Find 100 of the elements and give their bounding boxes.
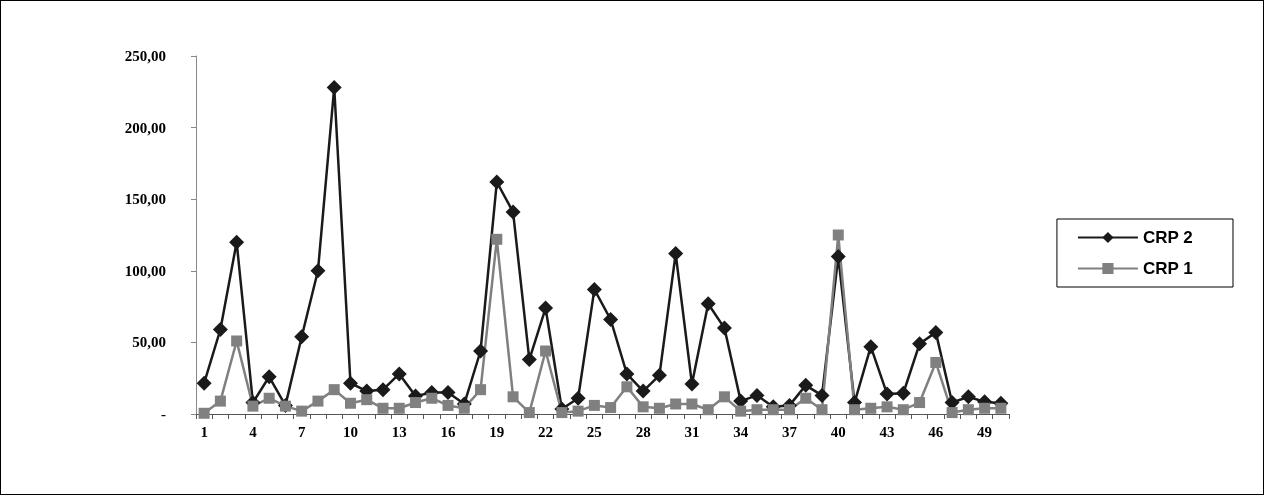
y-tick-label: 50,00 — [132, 334, 166, 351]
point — [572, 405, 584, 417]
point — [229, 234, 245, 250]
point — [328, 384, 340, 396]
x-tick-label: 43 — [879, 423, 895, 440]
point — [832, 229, 844, 241]
point — [491, 233, 503, 245]
x-tick-label: 31 — [684, 423, 700, 440]
point — [586, 281, 602, 297]
point — [263, 392, 275, 404]
legend-label: CRP 2 — [1142, 228, 1193, 247]
point — [897, 404, 909, 416]
point — [540, 345, 552, 357]
point — [979, 402, 991, 414]
point — [296, 405, 308, 417]
point — [344, 397, 356, 409]
point — [637, 401, 649, 413]
x-tick-label: 49 — [977, 423, 993, 440]
point — [670, 398, 682, 410]
point — [619, 366, 635, 382]
y-tick-label: - — [161, 406, 166, 422]
point — [635, 383, 651, 399]
point — [473, 343, 489, 359]
point — [767, 404, 779, 416]
point — [523, 407, 535, 419]
point — [879, 386, 895, 402]
point — [702, 404, 714, 416]
point — [475, 384, 487, 396]
point — [912, 336, 928, 352]
point — [377, 402, 389, 414]
legend-label: CRP 1 — [1142, 259, 1193, 278]
point — [863, 339, 879, 355]
point — [651, 367, 667, 383]
point — [458, 402, 470, 414]
point — [410, 397, 422, 409]
point — [538, 300, 554, 316]
point — [783, 404, 795, 416]
point — [895, 385, 911, 401]
point — [361, 394, 373, 406]
x-tick-label: 40 — [830, 423, 846, 440]
point — [865, 402, 877, 414]
x-tick-label: 19 — [489, 423, 505, 440]
point — [505, 204, 521, 220]
x-tick-label: 25 — [586, 423, 602, 440]
x-tick-label: 16 — [440, 423, 457, 440]
point — [716, 320, 732, 336]
point — [588, 399, 600, 411]
point — [749, 387, 765, 403]
point — [507, 391, 519, 403]
point — [261, 369, 277, 385]
point — [830, 248, 846, 264]
x-tick-label: 22 — [538, 423, 554, 440]
point — [214, 395, 226, 407]
point — [735, 405, 747, 417]
point — [294, 329, 310, 345]
y-tick-label: 100,00 — [124, 262, 166, 279]
point — [849, 404, 861, 416]
point — [393, 402, 405, 414]
x-tick-label: 34 — [733, 423, 749, 440]
point — [928, 324, 944, 340]
point — [521, 352, 537, 368]
point — [798, 377, 814, 393]
point — [621, 381, 633, 393]
point — [653, 402, 665, 414]
point — [946, 407, 958, 419]
point — [212, 322, 228, 338]
point — [881, 401, 893, 413]
point — [751, 404, 763, 416]
point — [605, 402, 617, 414]
point — [668, 246, 684, 262]
point — [326, 80, 342, 95]
point — [684, 376, 700, 392]
y-tick-label: 250,00 — [124, 48, 166, 64]
x-tick-label: 28 — [635, 423, 651, 440]
x-tick-label: 46 — [928, 423, 944, 440]
point — [816, 404, 828, 416]
point — [914, 397, 926, 409]
point — [570, 390, 586, 406]
point — [426, 392, 438, 404]
point — [686, 398, 698, 410]
point — [603, 311, 619, 327]
point — [231, 335, 243, 347]
x-tick-label: 1 — [200, 423, 208, 440]
point — [700, 296, 716, 312]
y-tick-label: 200,00 — [124, 119, 166, 136]
x-tick-label: 13 — [391, 423, 407, 440]
point — [960, 389, 976, 405]
point — [342, 375, 358, 391]
point — [556, 407, 568, 419]
point — [198, 407, 210, 419]
point — [814, 387, 830, 403]
point — [247, 400, 259, 412]
point — [995, 402, 1007, 414]
x-tick-label: 7 — [297, 423, 306, 440]
point — [440, 385, 456, 401]
point — [310, 263, 326, 279]
point — [489, 174, 505, 190]
point — [962, 404, 974, 416]
x-tick-label: 10 — [342, 423, 358, 440]
point — [312, 395, 324, 407]
